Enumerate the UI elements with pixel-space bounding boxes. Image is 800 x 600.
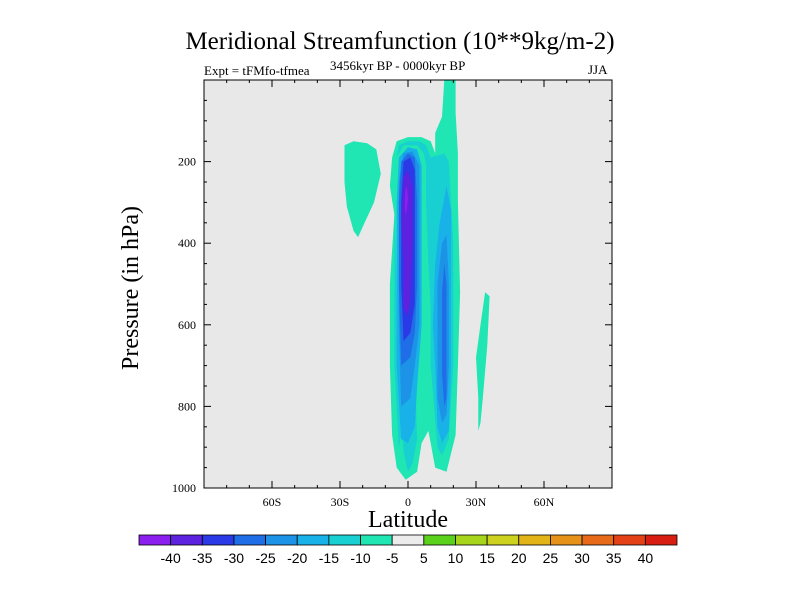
x-tick-label: 30N (466, 495, 487, 509)
colorbar-swatch (360, 534, 393, 546)
colorbar-swatch (423, 534, 456, 546)
y-tick-label: 400 (178, 236, 196, 250)
colorbar-swatch (550, 534, 583, 546)
colorbar-swatch (233, 534, 266, 546)
colorbar-label: 20 (511, 550, 527, 566)
colorbar-swatch (170, 534, 203, 546)
colorbar-label: -35 (192, 550, 212, 566)
colorbar-swatch (613, 534, 646, 546)
colorbar-label: -30 (224, 550, 244, 566)
x-tick-label: 30S (331, 495, 350, 509)
colorbar-label: 5 (420, 550, 428, 566)
colorbar-swatch (391, 534, 425, 546)
colorbar: -40 -35 -30 -25 -20 -15 -10 -5 5 10 15 20 25 30 35 40 (138, 534, 678, 566)
colorbar-label: -20 (287, 550, 307, 566)
y-tick-label: 200 (178, 155, 196, 169)
contour-level-neg5-12 (476, 292, 490, 431)
colorbar-label: 15 (479, 550, 495, 566)
colorbar-label: -10 (350, 550, 370, 566)
colorbar-label: -15 (319, 550, 339, 566)
x-tick-label: 60S (263, 495, 282, 509)
colorbar-label: 40 (638, 550, 654, 566)
colorbar-swatch (581, 534, 615, 546)
colorbar-label: 10 (448, 550, 464, 566)
colorbar-swatch (328, 534, 361, 546)
colorbar-label: -25 (255, 550, 275, 566)
colorbar-swatch (201, 534, 235, 546)
colorbar-label: -40 (161, 550, 181, 566)
tick-layer: 60S 30S 0 30N 60N 200 400 600 800 1000 (172, 80, 612, 509)
x-tick-label: 0 (405, 495, 411, 509)
experiment-label: Expt = tFMfo-tfmea (204, 63, 310, 78)
colorbar-swatch (455, 534, 488, 546)
colorbar-label: 25 (543, 550, 559, 566)
contour-level-neg40-11 (404, 186, 408, 215)
contour-level-neg35-10 (401, 169, 413, 317)
contour-level-neg25-8 (442, 263, 447, 407)
y-tick-label: 800 (178, 399, 196, 413)
colorbar-swatch (518, 534, 551, 546)
colorbar-swatch (265, 534, 298, 546)
colorbar-swatch (296, 534, 330, 546)
colorbar-swatch (138, 534, 172, 546)
y-axis-label: Pressure (in hPa) (118, 206, 144, 370)
colorbar-label: -5 (386, 550, 399, 566)
y-tick-label: 600 (178, 318, 196, 332)
colorbar-label: 35 (606, 550, 622, 566)
y-tick-label: 1000 (172, 481, 196, 495)
contour-level-neg5-0 (344, 141, 381, 238)
x-tick-label: 60N (534, 495, 555, 509)
time-range-label: 3456kyr BP - 0000kyr BP (330, 58, 466, 73)
colorbar-swatch (486, 534, 520, 546)
colorbar-swatch (644, 534, 678, 546)
contour-layer (344, 80, 490, 480)
x-axis-label: Latitude (368, 507, 448, 533)
chart-title: Meridional Streamfunction (10**9kg/m-2) (185, 28, 615, 55)
season-label: JJA (588, 62, 608, 77)
colorbar-label: 30 (574, 550, 590, 566)
